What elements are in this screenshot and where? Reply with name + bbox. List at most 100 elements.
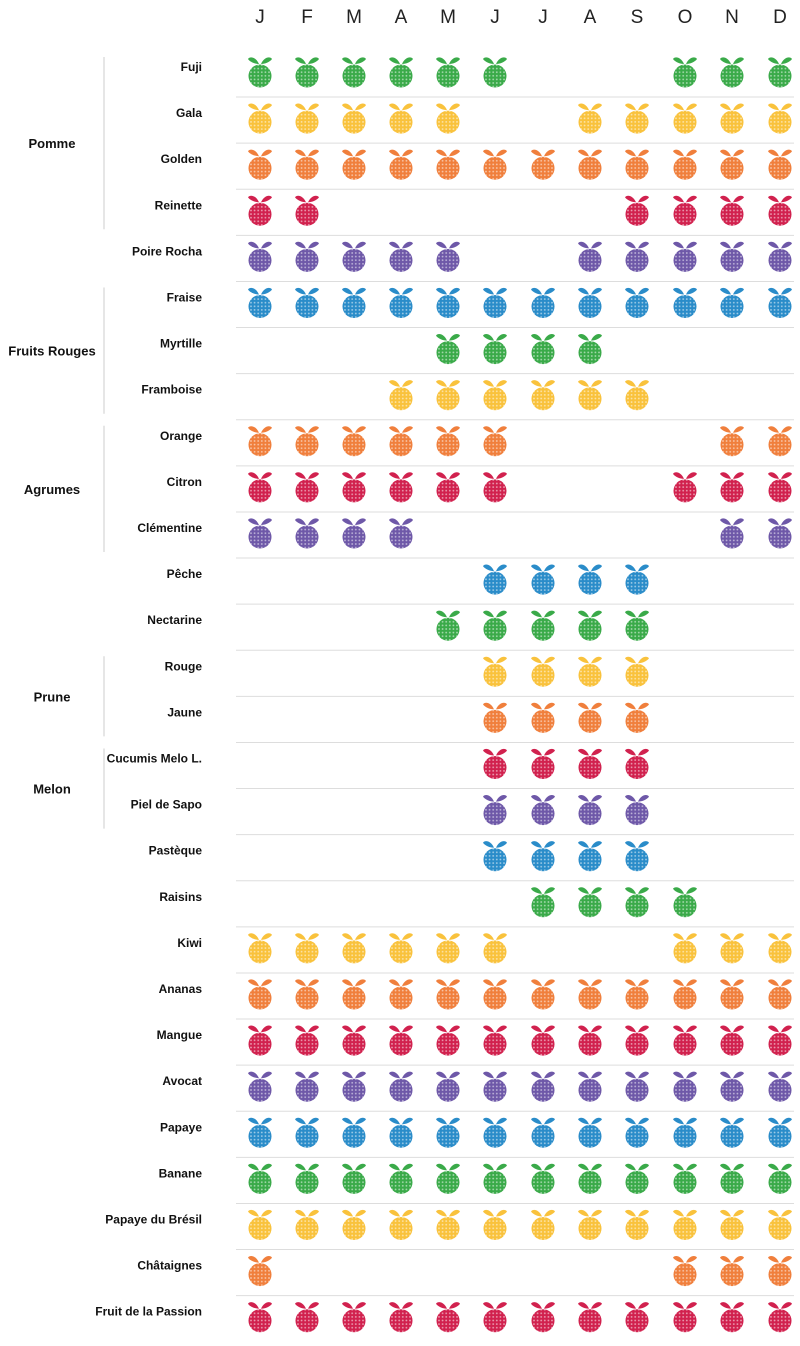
fruit-row: Fraise — [167, 287, 792, 318]
fruit-icon — [720, 287, 744, 318]
fruit-icon — [436, 1163, 460, 1194]
fruit-icon — [578, 149, 602, 180]
fruit-row: Avocat — [162, 1071, 792, 1102]
fruit-icon — [389, 1025, 413, 1056]
fruit-icon — [342, 426, 366, 457]
fruit-icon — [625, 795, 649, 826]
fruit-row: Orange — [160, 426, 792, 457]
fruit-icon — [248, 1209, 272, 1240]
fruit-icon — [248, 979, 272, 1010]
fruit-icon — [483, 564, 507, 595]
fruit-icon — [720, 1117, 744, 1148]
fruit-icon — [389, 1302, 413, 1333]
fruit-icon — [531, 887, 555, 918]
fruit-icon — [248, 287, 272, 318]
month-label: J — [538, 7, 548, 28]
fruit-label: Papaye du Brésil — [105, 1213, 202, 1227]
fruit-row: Jaune — [167, 702, 649, 733]
fruit-icon — [295, 518, 319, 549]
fruit-icon — [295, 933, 319, 964]
fruit-icon — [436, 979, 460, 1010]
fruit-icon — [389, 1209, 413, 1240]
fruit-icon — [483, 1209, 507, 1240]
month-label: J — [255, 7, 265, 28]
fruit-icon — [625, 241, 649, 272]
fruit-icon — [673, 1071, 697, 1102]
fruit-row: Framboise — [141, 380, 649, 411]
fruit-icon — [531, 702, 555, 733]
fruit-icon — [248, 1117, 272, 1148]
fruit-icon — [483, 933, 507, 964]
fruit-icon — [768, 1163, 792, 1194]
fruit-icon — [389, 149, 413, 180]
fruit-label: Gala — [176, 106, 202, 120]
fruit-icon — [389, 57, 413, 88]
fruit-icon — [483, 57, 507, 88]
fruit-icon — [720, 57, 744, 88]
fruit-icon — [673, 57, 697, 88]
fruit-row: Fruit de la Passion — [95, 1302, 792, 1333]
fruit-icon — [483, 426, 507, 457]
fruit-icon — [625, 1163, 649, 1194]
fruit-icon — [389, 933, 413, 964]
fruit-icon — [673, 1117, 697, 1148]
fruit-icon — [295, 1071, 319, 1102]
fruit-icon — [768, 57, 792, 88]
group-label: Melon — [33, 782, 71, 797]
fruit-icon — [342, 1025, 366, 1056]
fruit-icon — [531, 1071, 555, 1102]
fruit-icon — [720, 518, 744, 549]
fruit-row: Banane — [159, 1163, 792, 1194]
fruit-icon — [673, 103, 697, 134]
fruit-icon — [578, 979, 602, 1010]
fruit-icon — [720, 1302, 744, 1333]
fruit-icon — [531, 795, 555, 826]
fruit-icon — [673, 472, 697, 503]
fruit-label: Banane — [159, 1166, 203, 1180]
fruit-icon — [531, 149, 555, 180]
fruit-icon — [248, 472, 272, 503]
fruit-icon — [578, 1163, 602, 1194]
fruit-icon — [768, 1117, 792, 1148]
fruit-icon — [248, 518, 272, 549]
fruit-icon — [531, 334, 555, 365]
group-label: Fruits Rouges — [8, 344, 95, 359]
fruit-label: Pêche — [167, 567, 203, 581]
fruit-icon — [436, 610, 460, 641]
fruit-label: Papaye — [160, 1120, 202, 1134]
group-label: Agrumes — [24, 482, 80, 497]
fruit-row: Reinette — [155, 195, 792, 226]
fruit-icon — [483, 380, 507, 411]
fruit-icon — [248, 57, 272, 88]
group-label: Prune — [34, 689, 71, 704]
fruit-icon — [389, 518, 413, 549]
fruit-icon — [389, 1071, 413, 1102]
fruit-icon — [578, 748, 602, 779]
fruit-icon — [295, 1117, 319, 1148]
fruit-icon — [389, 287, 413, 318]
fruit-icon — [720, 1256, 744, 1287]
fruit-icon — [625, 195, 649, 226]
fruit-label: Pastèque — [149, 844, 203, 858]
fruit-icon — [673, 287, 697, 318]
month-label: O — [678, 7, 693, 28]
fruit-icon — [578, 610, 602, 641]
fruit-icon — [342, 57, 366, 88]
fruit-icon — [578, 103, 602, 134]
month-label: M — [346, 7, 362, 28]
fruit-icon — [436, 103, 460, 134]
fruit-label: Clémentine — [137, 521, 202, 535]
fruit-icon — [295, 195, 319, 226]
fruit-icon — [578, 795, 602, 826]
month-label: M — [440, 7, 456, 28]
fruit-icon — [531, 564, 555, 595]
fruit-row: Kiwi — [177, 933, 792, 964]
fruit-icon — [436, 1302, 460, 1333]
fruit-row: Papaye du Brésil — [105, 1209, 792, 1240]
fruit-icon — [436, 241, 460, 272]
fruit-icon — [342, 149, 366, 180]
fruit-label: Fuji — [181, 60, 202, 74]
fruit-icon — [720, 1025, 744, 1056]
fruit-icon — [531, 380, 555, 411]
fruit-icon — [673, 933, 697, 964]
